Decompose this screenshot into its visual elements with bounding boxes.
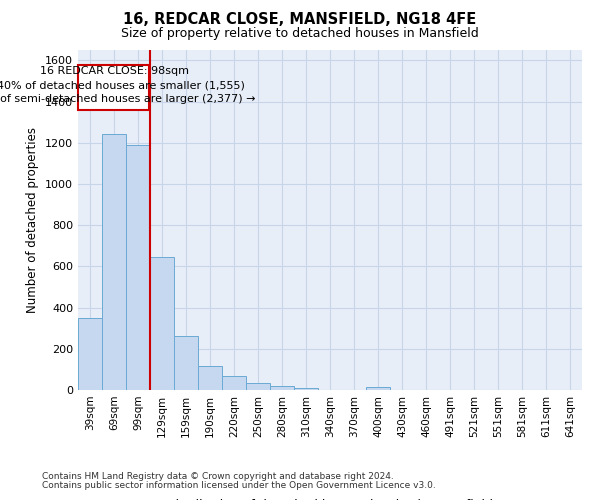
Bar [246, 383, 270, 390]
Text: ← 40% of detached houses are smaller (1,555): ← 40% of detached houses are smaller (1,… [0, 80, 244, 90]
Bar [294, 388, 318, 390]
Bar [366, 387, 390, 390]
Text: Size of property relative to detached houses in Mansfield: Size of property relative to detached ho… [121, 28, 479, 40]
Bar [102, 134, 126, 390]
Bar [270, 386, 294, 390]
Text: 16 REDCAR CLOSE: 98sqm: 16 REDCAR CLOSE: 98sqm [40, 66, 188, 76]
Y-axis label: Number of detached properties: Number of detached properties [26, 127, 40, 313]
Text: Contains public sector information licensed under the Open Government Licence v3: Contains public sector information licen… [42, 481, 436, 490]
FancyBboxPatch shape [79, 66, 149, 110]
Text: 60% of semi-detached houses are larger (2,377) →: 60% of semi-detached houses are larger (… [0, 94, 256, 104]
Bar [126, 145, 150, 390]
Text: Contains HM Land Registry data © Crown copyright and database right 2024.: Contains HM Land Registry data © Crown c… [42, 472, 394, 481]
Bar [78, 318, 102, 390]
Text: 16, REDCAR CLOSE, MANSFIELD, NG18 4FE: 16, REDCAR CLOSE, MANSFIELD, NG18 4FE [124, 12, 476, 28]
Bar [150, 257, 174, 390]
Bar [174, 336, 198, 390]
Bar [198, 366, 222, 390]
Bar [222, 376, 246, 390]
